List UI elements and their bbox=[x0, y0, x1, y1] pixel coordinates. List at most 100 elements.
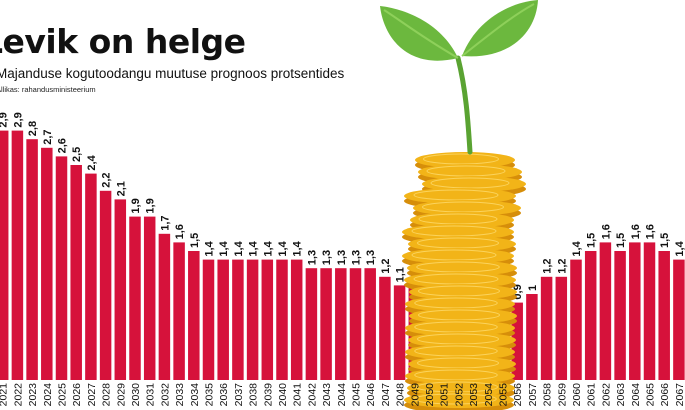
coin-rim bbox=[418, 309, 500, 321]
value-label: 2,4 bbox=[86, 154, 98, 170]
bar-2023 bbox=[26, 139, 38, 380]
year-label: 2023 bbox=[27, 383, 39, 407]
value-label: 1,7 bbox=[159, 216, 171, 231]
bar-2065 bbox=[643, 242, 656, 380]
year-label: 2042 bbox=[306, 383, 318, 407]
year-label: 2060 bbox=[571, 383, 583, 407]
year-label: 2048 bbox=[395, 383, 407, 407]
value-label: 1,6 bbox=[174, 224, 186, 239]
value-label: 1,5 bbox=[615, 233, 627, 248]
year-label: 2035 bbox=[204, 383, 216, 407]
year-label: 2059 bbox=[556, 383, 568, 407]
year-label: 2046 bbox=[365, 383, 377, 407]
value-label: 2,1 bbox=[115, 181, 127, 196]
value-label: 1,4 bbox=[233, 240, 245, 256]
year-label: 2039 bbox=[262, 383, 274, 407]
year-label: 2040 bbox=[277, 383, 289, 407]
year-label: 2032 bbox=[159, 383, 171, 407]
value-label: 1,4 bbox=[277, 240, 289, 256]
year-label: 2052 bbox=[453, 383, 465, 407]
year-label: 2056 bbox=[512, 383, 524, 407]
year-label: 2024 bbox=[42, 383, 54, 407]
coin-rim bbox=[414, 297, 498, 309]
value-label: 2,6 bbox=[57, 138, 69, 153]
year-label: 2067 bbox=[674, 383, 685, 407]
value-label: 2,5 bbox=[71, 147, 83, 162]
bar-2028 bbox=[99, 190, 112, 380]
value-label: 1,4 bbox=[571, 240, 583, 256]
source-note: Allikas: rahandusministeerium bbox=[0, 85, 96, 94]
value-label: 1,3 bbox=[351, 250, 363, 265]
value-label: 1,1 bbox=[395, 267, 407, 282]
value-label: 2,8 bbox=[27, 121, 39, 136]
value-label: 1,3 bbox=[306, 250, 318, 265]
value-label: 1,2 bbox=[380, 259, 392, 274]
bar-2043 bbox=[320, 268, 332, 380]
value-label: 2,9 bbox=[12, 112, 24, 127]
year-label: 2063 bbox=[615, 383, 627, 407]
year-label: 2021 bbox=[0, 383, 10, 407]
bar-2062 bbox=[599, 242, 612, 380]
coin-rim bbox=[426, 165, 506, 177]
leaf-left-vein bbox=[383, 9, 459, 59]
value-label: 1,9 bbox=[145, 198, 157, 213]
value-label: 1,5 bbox=[189, 233, 201, 248]
coin-rim bbox=[423, 153, 499, 165]
bar-2067 bbox=[673, 259, 685, 380]
value-labels: 2,92,92,92,82,72,62,52,42,22,11,91,91,71… bbox=[0, 112, 685, 308]
bar-2064 bbox=[629, 242, 641, 380]
value-label: 1,4 bbox=[218, 240, 230, 256]
bar-2042 bbox=[305, 268, 318, 380]
bar-2056 bbox=[511, 302, 523, 380]
value-label: 1,5 bbox=[586, 233, 598, 248]
plant-sprout-icon bbox=[380, 0, 538, 155]
coin-rim bbox=[416, 261, 500, 273]
bar-2031 bbox=[143, 216, 156, 380]
year-label: 2047 bbox=[380, 383, 392, 407]
coin-rim bbox=[417, 333, 499, 345]
bar-2030 bbox=[129, 216, 141, 380]
year-label: 2045 bbox=[351, 383, 363, 407]
coin-rim bbox=[417, 357, 499, 369]
coin-rim bbox=[413, 189, 499, 201]
year-label: 2026 bbox=[71, 383, 83, 407]
bar-2033 bbox=[173, 242, 185, 380]
plant-stem bbox=[455, 55, 473, 155]
year-label: 2043 bbox=[321, 383, 333, 407]
bar-2041 bbox=[290, 259, 303, 380]
year-label: 2054 bbox=[483, 383, 495, 407]
chart-title: Levik on helge bbox=[0, 22, 246, 61]
bar-2060 bbox=[570, 259, 582, 380]
year-label: 2066 bbox=[659, 383, 671, 407]
year-label: 2025 bbox=[57, 383, 69, 407]
year-label: 2041 bbox=[292, 383, 304, 407]
coin-rim bbox=[413, 393, 497, 405]
bar-2035 bbox=[202, 259, 215, 380]
bar-2029 bbox=[114, 199, 127, 380]
bar-2061 bbox=[584, 251, 597, 380]
bar-2025 bbox=[55, 156, 68, 380]
value-label: 1,3 bbox=[321, 250, 333, 265]
value-label: 1,2 bbox=[556, 259, 568, 274]
coin-rim bbox=[414, 369, 498, 381]
value-label: 1 bbox=[527, 285, 539, 291]
year-label: 2057 bbox=[527, 383, 539, 407]
year-label: 2058 bbox=[542, 383, 554, 407]
value-label: 1,3 bbox=[336, 250, 348, 265]
year-label: 2061 bbox=[586, 383, 598, 407]
year-label: 2065 bbox=[645, 383, 657, 407]
coin-rim bbox=[413, 273, 499, 285]
year-label: 2050 bbox=[424, 383, 436, 407]
value-label: 1,2 bbox=[542, 259, 554, 274]
coin-rim bbox=[416, 381, 498, 393]
coin-rim bbox=[411, 249, 497, 261]
bar-2044 bbox=[335, 268, 347, 380]
year-label: 2037 bbox=[233, 383, 245, 407]
coin-rim bbox=[411, 225, 497, 237]
coin-rim bbox=[422, 201, 504, 213]
bar-2046 bbox=[364, 268, 376, 380]
year-label: 2033 bbox=[174, 383, 186, 407]
value-label: 2,9 bbox=[0, 112, 10, 127]
year-label: 2030 bbox=[130, 383, 142, 407]
